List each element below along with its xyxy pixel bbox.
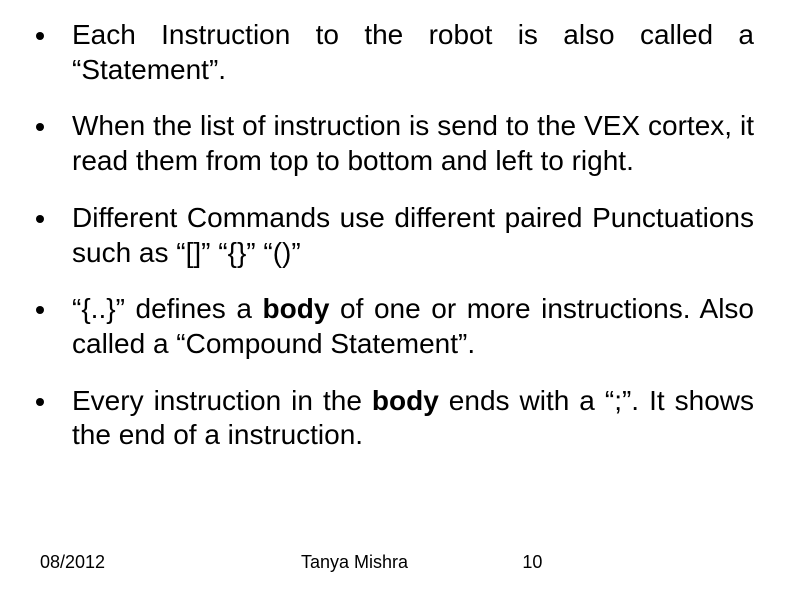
bullet-text-pre: Every instruction in the [72,385,372,416]
bullet-text-bold: body [372,385,439,416]
list-item: When the list of instruction is send to … [30,109,754,178]
bullet-text-bold: body [263,293,330,324]
list-item: “{..}” defines a body of one or more ins… [30,292,754,361]
list-item: Different Commands use different paired … [30,201,754,270]
slide: Each Instruction to the robot is also ca… [0,0,794,595]
bullet-text-pre: When the list of instruction is send to … [72,110,754,176]
footer-author: Tanya Mishra [301,552,408,573]
list-item: Each Instruction to the robot is also ca… [30,18,754,87]
list-item: Every instruction in the body ends with … [30,384,754,453]
bullet-list: Each Instruction to the robot is also ca… [30,18,754,453]
bullet-text-pre: Each Instruction to the robot is also ca… [72,19,754,85]
footer-page-number: 10 [522,552,542,573]
bullet-text-pre: Different Commands use different paired … [72,202,754,268]
bullet-text-pre: “{..}” defines a [72,293,263,324]
footer-date: 08/2012 [30,552,105,573]
slide-footer: 08/2012 Tanya Mishra 10 [30,552,754,573]
